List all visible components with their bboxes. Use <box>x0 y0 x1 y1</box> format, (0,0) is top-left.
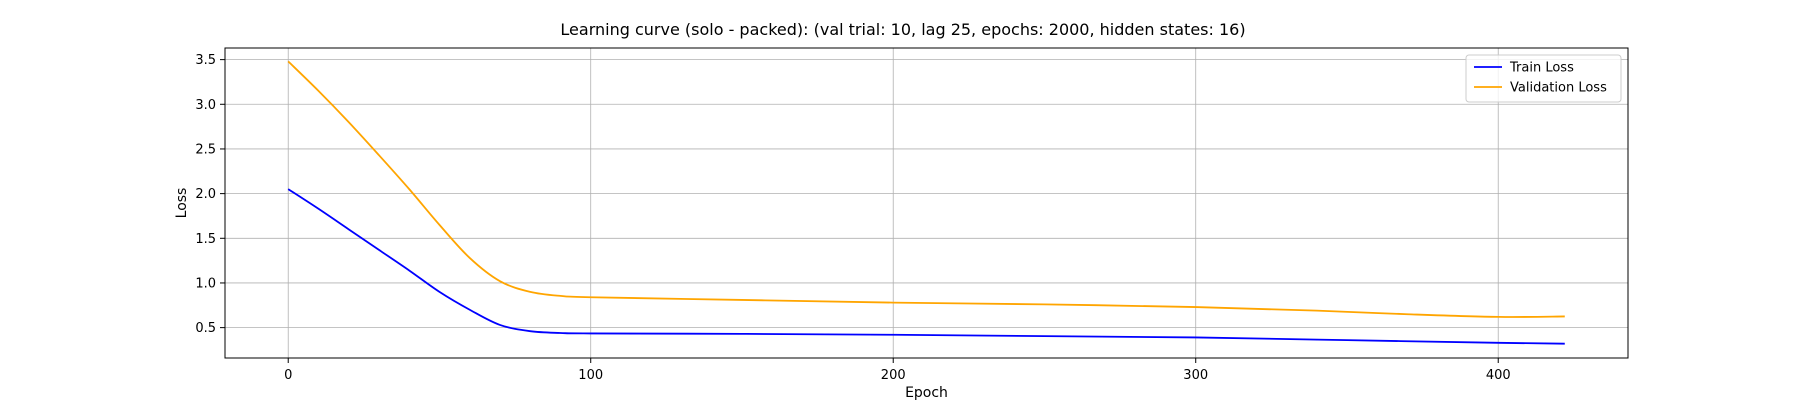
grid-lines <box>225 48 1628 358</box>
x-tick-label: 0 <box>284 368 292 383</box>
x-axis-ticks: 0 100 200 300 400 <box>284 358 1511 383</box>
legend: Train Loss Validation Loss <box>1465 54 1622 103</box>
legend-label-train: Train Loss <box>1509 61 1574 76</box>
y-tick-label: 1.0 <box>195 276 216 291</box>
x-tick-label: 400 <box>1486 368 1511 383</box>
plot-frame <box>224 47 1629 359</box>
y-tick-label: 3.0 <box>195 98 216 113</box>
y-tick-label: 0.5 <box>195 321 216 336</box>
x-axis-label: Epoch <box>905 385 948 400</box>
y-tick-label: 3.5 <box>195 53 216 68</box>
y-tick-label: 2.5 <box>195 142 216 157</box>
series-line-validation-loss <box>287 60 1565 318</box>
x-tick-label: 300 <box>1183 368 1208 383</box>
x-tick-label: 100 <box>578 368 603 383</box>
y-axis-ticks: 0.5 1.0 1.5 2.0 2.5 3.0 3.5 <box>195 53 225 336</box>
series-lines <box>287 60 1565 345</box>
y-axis-label: Loss <box>174 188 190 219</box>
legend-box <box>1465 54 1622 103</box>
x-tick-label: 200 <box>881 368 906 383</box>
chart-title: Learning curve (solo - packed): (val tri… <box>560 20 1245 39</box>
series-line-train-loss <box>287 188 1565 345</box>
y-tick-label: 1.5 <box>195 232 216 247</box>
y-tick-label: 2.0 <box>195 187 216 202</box>
legend-label-validation: Validation Loss <box>1510 81 1607 96</box>
